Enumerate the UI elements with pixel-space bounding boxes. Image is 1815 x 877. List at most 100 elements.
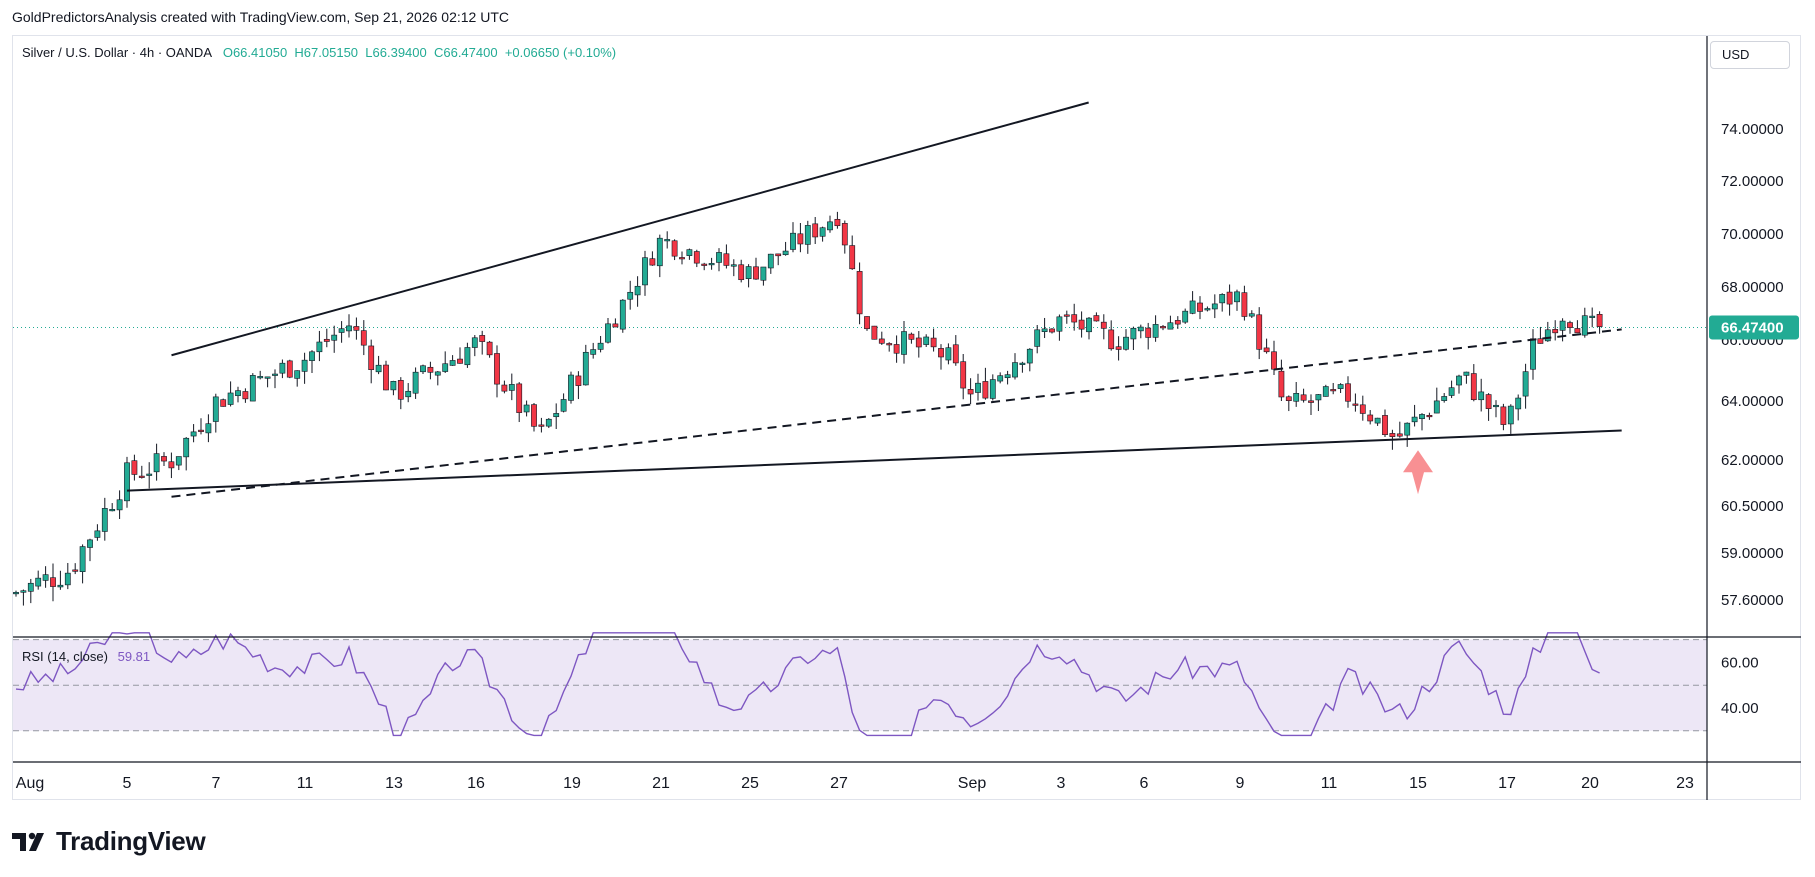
time-tick-label: Aug [16,775,44,792]
candle-body [87,539,93,548]
time-tick-label: 9 [1236,775,1245,792]
candle-body [1071,314,1078,323]
up-arrow-icon [1403,450,1433,495]
currency-selector[interactable]: USD [1710,41,1790,69]
candle-body [1404,422,1411,436]
candle-body [301,359,308,372]
chart-header: GoldPredictorsAnalysis created with Trad… [12,9,509,25]
candle-body [131,460,138,475]
candle-body [679,257,685,260]
candle-body [701,263,708,266]
time-tick-label: 11 [297,775,314,792]
candle-body [1248,313,1255,317]
candle-body [945,347,952,361]
time-tick-label: 17 [1498,775,1516,792]
time-tick-label: 25 [741,775,759,792]
candle-body [627,291,634,300]
candle-body [323,338,330,342]
price-tick-label: 59.00000 [1721,545,1784,562]
candle-body [664,239,671,242]
candle-body [1019,362,1026,365]
candle-body [427,366,434,373]
candle-body [738,264,745,281]
candle-body [1485,394,1492,409]
candle-body [1182,310,1189,323]
candle-body [1174,320,1181,325]
candle-body [1470,373,1477,401]
candle-body [730,264,737,267]
ohlc-change: +0.06650 (+0.10%) [504,45,617,60]
candle-body [383,364,389,391]
candle-body [220,399,227,407]
candle-body [1441,396,1448,401]
candle-body [856,271,863,315]
candle-body [656,237,663,267]
candle-body [834,218,841,227]
candle-body [50,577,56,587]
candle-body [153,453,160,473]
candle-body [908,333,915,340]
candle-body [1596,314,1603,327]
candle-body [1515,397,1522,410]
trendlines [126,101,1622,498]
candle-body [1086,317,1092,333]
candle-body [316,341,323,353]
candle-body [1389,433,1396,437]
candle-body [227,392,234,405]
candle-body [612,323,619,328]
candle-body [1574,328,1581,334]
candle-body [442,363,449,372]
candle-body [538,424,545,427]
candle-body [649,258,656,266]
candle-body [1500,406,1507,425]
candle-body [1382,415,1388,436]
candle-body [938,348,944,358]
time-tick-label: 3 [1057,775,1066,792]
candle-body [27,582,34,592]
candle-body [405,390,412,398]
time-tick-label: Sep [958,775,987,792]
candle-body [190,431,197,437]
candle-body [1063,314,1070,317]
price-tick-label: 74.00000 [1721,121,1784,138]
current-price-label: 66.47400 [1721,319,1784,336]
price-tick-label: 64.00000 [1721,393,1784,410]
candle-body [797,233,804,245]
candle-body [568,374,574,401]
trendline [171,101,1089,357]
candle-body [753,266,759,280]
candle-body [286,360,293,378]
rsi-pane [13,632,1707,737]
ohlc-open: O66.41050 [222,45,288,60]
price-tick-label: 60.50000 [1721,498,1784,515]
candle-body [494,353,500,385]
candle-body [338,328,345,333]
candle-body [871,325,878,340]
time-tick-label: 13 [385,775,403,792]
candle-body [57,584,64,588]
candle-body [1522,371,1529,397]
candle-body [508,384,515,391]
candle-body [1589,315,1596,318]
candle-body [1034,329,1041,347]
candle-body [1108,329,1115,350]
candle-body [901,331,907,355]
candle-body [553,413,560,418]
candle-body [1219,294,1226,304]
time-tick-label: 7 [212,775,221,792]
candle-body [1189,300,1196,314]
candle-body [1411,416,1418,423]
candle-body [1226,291,1233,305]
candle-body [116,499,123,511]
candle-body [545,418,552,427]
candle-body [471,337,478,348]
candle-body [1056,316,1063,332]
candle-body [982,381,989,399]
candle-body [531,404,537,427]
candle-body [1552,329,1559,334]
candle-body [464,347,471,366]
tradingview-logo[interactable]: TradingView [12,826,206,857]
candle-body [812,223,819,238]
candle-body [368,345,375,371]
